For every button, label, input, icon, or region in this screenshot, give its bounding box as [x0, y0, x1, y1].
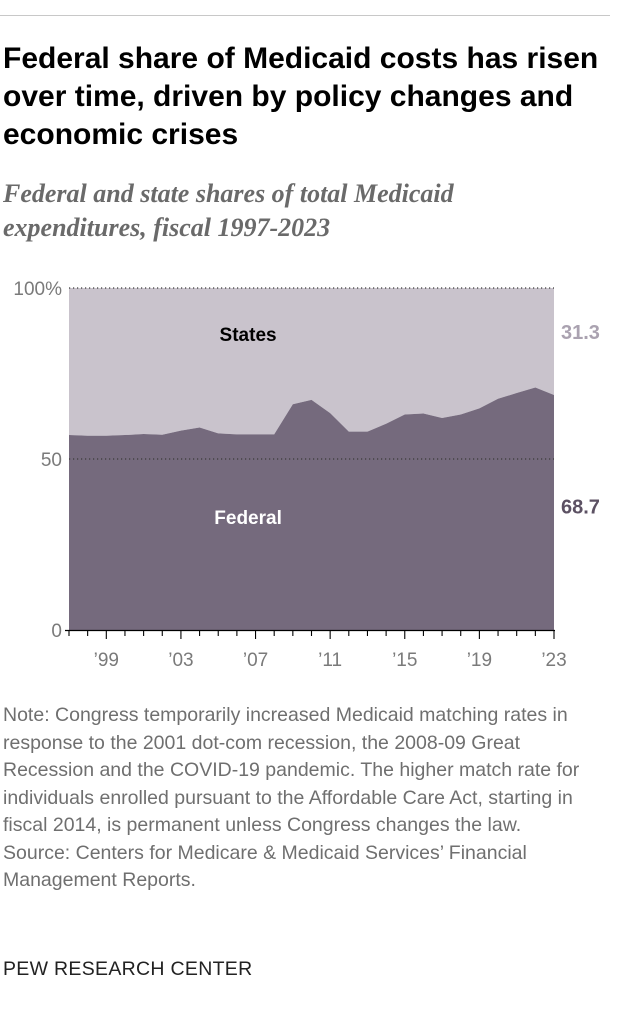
y-tick-label-50: 50	[41, 450, 62, 471]
federal-area	[69, 387, 554, 630]
top-divider	[0, 15, 610, 16]
y-tick-label-0: 0	[51, 621, 62, 642]
chart-title: Federal share of Medicaid costs has rise…	[3, 42, 599, 151]
area-chart: 0 50 100% ’99 ’03 ’07 ’11 ’15 ’19 ’23 States Fede…	[13, 279, 600, 671]
federal-area-label: Federal	[214, 508, 282, 529]
x-tick-label-2015: ’15	[392, 650, 417, 671]
chart-subtitle: Federal and state shares of total Medica…	[3, 179, 454, 242]
states-area	[69, 288, 554, 436]
chart-note: Note: Congress temporarily increased Med…	[3, 704, 580, 836]
x-tick-label-2019: ’19	[467, 650, 492, 671]
y-tick-label-100: 100%	[13, 279, 62, 300]
x-tick-label-2023: ’23	[541, 650, 566, 671]
chart-source: Source: Centers for Medicare & Medicaid …	[3, 841, 527, 892]
pew-logo-text: PEW RESEARCH CENTER	[3, 958, 253, 980]
states-area-label: States	[220, 325, 277, 346]
x-tick-label-2003: ’03	[168, 650, 193, 671]
x-tick-label-2007: ’07	[243, 650, 268, 671]
x-tick-label-1999: ’99	[94, 650, 119, 671]
notes-block: Note: Congress temporarily increased Med…	[3, 702, 613, 895]
federal-end-label: 68.7	[561, 497, 600, 519]
x-tick-label-2011: ’11	[318, 650, 342, 671]
states-end-label: 31.3	[561, 322, 600, 344]
